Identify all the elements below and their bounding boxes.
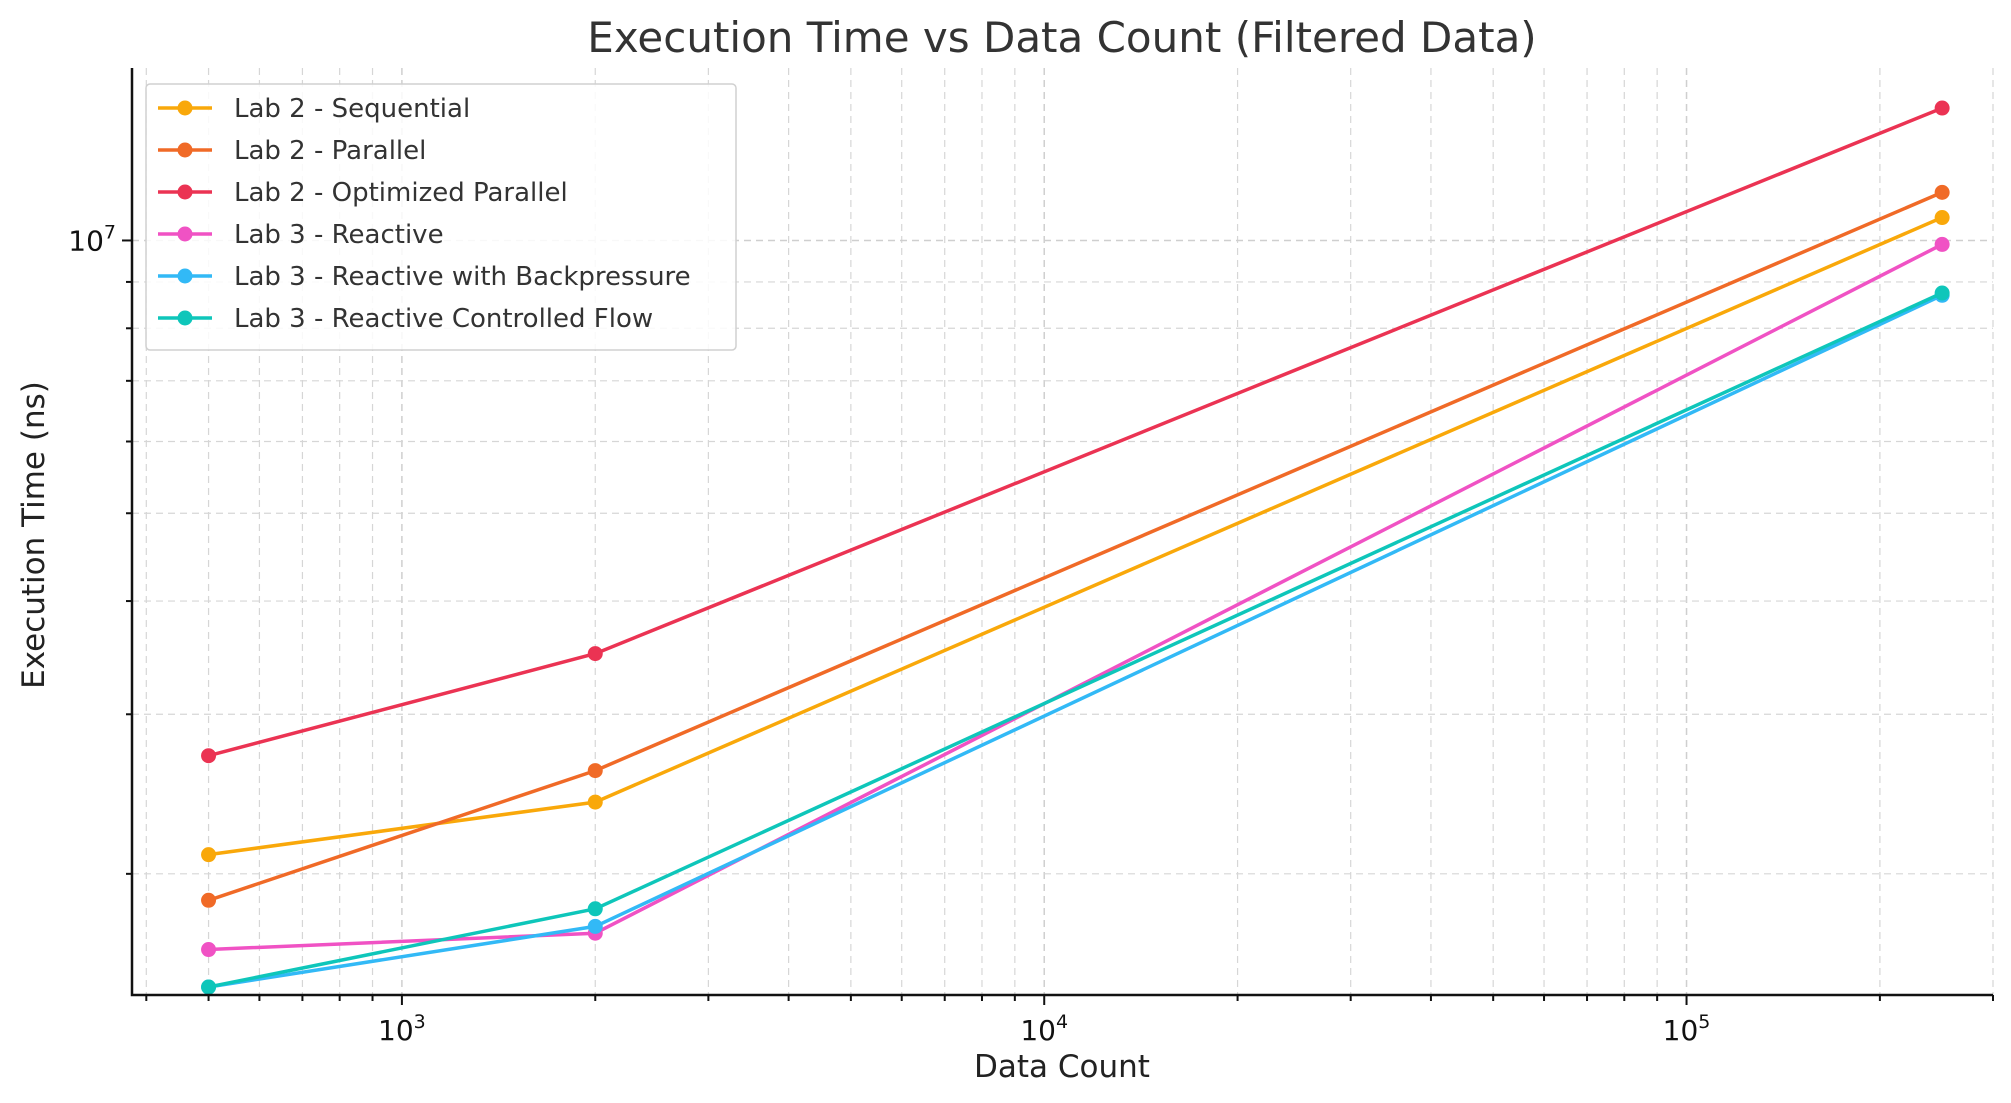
legend-swatch-marker (177, 310, 193, 326)
series-2 (201, 184, 1950, 908)
legend-item: Lab 3 - Reactive (158, 220, 444, 250)
legend-label: Lab 3 - Reactive (234, 220, 444, 250)
data-point (587, 918, 603, 934)
legend-item: Lab 3 - Reactive Controlled Flow (158, 304, 653, 334)
axis-spines (130, 68, 1993, 997)
data-point (587, 901, 603, 917)
legend-label: Lab 2 - Parallel (234, 136, 426, 166)
x-tick-label: 104 (1020, 1011, 1068, 1047)
data-point (201, 847, 217, 863)
data-point (587, 763, 603, 779)
series-line (208, 293, 1943, 989)
legend-swatch-marker (177, 100, 193, 116)
legend-label: Lab 3 - Reactive Controlled Flow (234, 304, 653, 334)
x-axis-label: Data Count (974, 1049, 1150, 1085)
data-point (1934, 184, 1950, 200)
legend-label: Lab 2 - Sequential (234, 94, 470, 124)
x-tick-label: 105 (1663, 1011, 1711, 1047)
legend: Lab 2 - Sequential Lab 2 - Parallel Lab 2 … (145, 83, 737, 351)
y-axis-label: Execution Time (ns) (16, 381, 52, 689)
legend-item: Lab 2 - Sequential (158, 94, 470, 124)
ticks: 103 104 105 107 (68, 221, 1994, 1047)
legend-item: Lab 3 - Reactive with Backpressure (158, 262, 691, 292)
legend-swatch-marker (177, 142, 193, 158)
series-6 (201, 285, 1950, 995)
legend-item: Lab 2 - Optimized Parallel (158, 178, 568, 208)
data-point (587, 794, 603, 810)
series-3 (201, 100, 1950, 764)
series-group (201, 100, 1950, 995)
data-point (1934, 236, 1950, 252)
y-tick-label: 107 (68, 221, 116, 257)
legend-swatch-marker (177, 268, 193, 284)
data-point (1934, 210, 1950, 226)
data-point (201, 979, 217, 995)
data-point (1934, 285, 1950, 301)
data-point (587, 646, 603, 662)
legend-box (145, 83, 737, 351)
legend-label: Lab 2 - Optimized Parallel (234, 178, 568, 208)
legend-label: Lab 3 - Reactive with Backpressure (234, 262, 691, 292)
axes (130, 68, 1993, 997)
chart-title: Execution Time vs Data Count (Filtered D… (587, 13, 1536, 62)
series-line (208, 291, 1943, 989)
series-5 (201, 287, 1950, 995)
legend-swatch-marker (177, 226, 193, 242)
series-1 (201, 210, 1950, 863)
data-point (201, 892, 217, 908)
legend-swatch-marker (177, 184, 193, 200)
legend-item: Lab 2 - Parallel (158, 136, 426, 166)
x-tick-label: 103 (378, 1011, 426, 1047)
data-point (201, 748, 217, 764)
data-point (1934, 100, 1950, 116)
data-point (201, 942, 217, 958)
